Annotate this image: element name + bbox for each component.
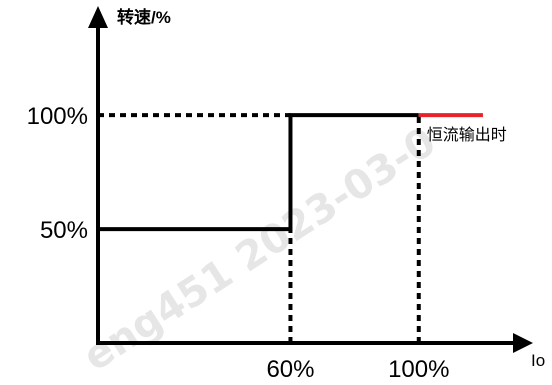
y-tick-label-1: 100%: [27, 103, 88, 130]
x-tick-label-1: 100%: [388, 356, 449, 383]
series-lines: [98, 113, 483, 232]
x-axis-title: Io: [531, 351, 545, 370]
series-line-0: [98, 113, 419, 232]
y-axis-arrow-icon: [88, 6, 108, 28]
x-axis-arrow-icon: [513, 333, 533, 353]
tick-labels: 60% 100% 50% 100%: [27, 103, 450, 383]
guide-lines: [98, 113, 421, 343]
x-tick-label-0: 60%: [266, 356, 314, 383]
y-axis-title: 转速/%: [117, 7, 171, 27]
y-tick-label-0: 50%: [40, 217, 88, 244]
annotation-label: 恒流输出时: [427, 126, 507, 144]
